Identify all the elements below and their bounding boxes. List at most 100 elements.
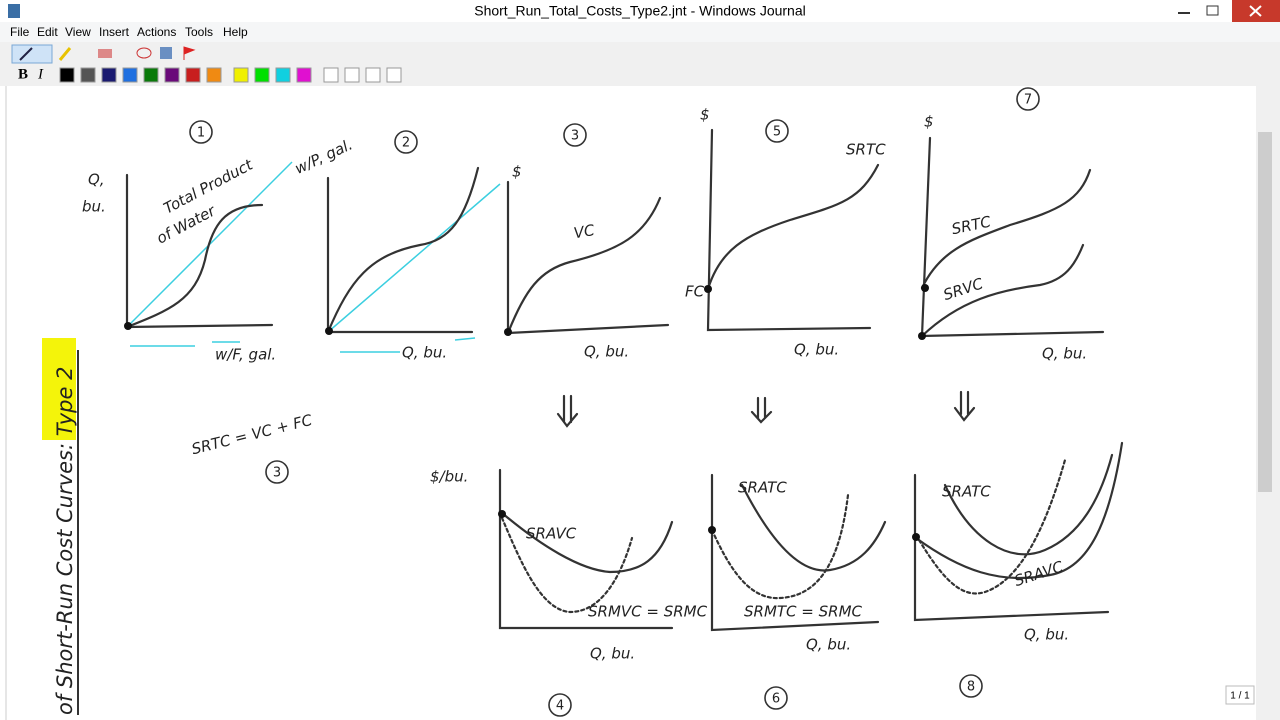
color-swatch[interactable] [206,67,222,83]
graph-label: Q, bu. [794,341,839,359]
side-title: of Short-Run Cost Curves: Type 2 [53,367,77,715]
graph-label: SRMTC = SRMC [744,603,863,621]
insert-space-tool[interactable] [160,47,172,59]
graph-number-circle [764,686,788,710]
graph-number-circle [394,130,418,154]
graph-label: SRTC [846,141,886,159]
menu-item[interactable]: Actions [137,25,176,39]
page-indicator: 1 / 1 [1230,691,1250,702]
graph-label: Q, bu. [1042,345,1087,363]
pen-tool[interactable] [11,44,53,64]
curve [706,163,880,291]
menu-item[interactable]: File [10,25,30,39]
title-bar [0,0,1280,22]
highlight [42,338,76,440]
graph-label: SRATC [942,483,991,501]
graph-label: VC [572,221,596,242]
graph-label: $ [924,113,934,131]
curve [914,458,1067,595]
arrows [556,390,976,428]
color-swatch[interactable] [323,67,339,83]
axes [913,473,1110,622]
curve [500,511,674,574]
menu-item[interactable]: Help [223,25,248,39]
menu-bar [0,22,1280,42]
equation-ref: 3 [273,466,281,481]
graph-label: $/bu. [430,468,468,486]
scroll-thumb[interactable] [1258,132,1272,492]
graph-number-circle [765,119,789,143]
graph-label: bu. [82,198,106,216]
graph-label: SRAVC [526,525,577,543]
curve [506,196,662,335]
highlighter-tool[interactable] [58,47,72,61]
color-swatch[interactable] [365,67,381,83]
graph-number-circle [1016,87,1040,111]
menu-item[interactable]: View [65,25,91,39]
color-swatch[interactable] [185,67,201,83]
color-swatch[interactable] [344,67,360,83]
axes [706,128,872,332]
restore-button[interactable] [1206,5,1219,16]
flag-tool[interactable] [183,46,196,60]
eraser-tool[interactable] [98,49,112,58]
curve [125,203,264,329]
graph-number: 6 [772,692,780,707]
graph-label: Q, bu. [1024,626,1069,644]
cyan-line [327,183,501,353]
graph-label: SRMVC = SRMC [588,603,708,621]
graph-number-circle [563,123,587,147]
graph-label: Q, [88,171,105,189]
axes [498,468,674,630]
graph-label: w/F, gal. [215,346,276,364]
menu-item[interactable]: Tools [185,25,213,39]
graph-number: 7 [1024,93,1032,108]
color-swatch[interactable] [101,67,117,83]
color-swatch[interactable] [80,67,96,83]
app-icon [8,4,20,18]
window-title: Short_Run_Total_Costs_Type2.jnt - Window… [474,3,806,19]
color-swatch[interactable] [59,67,75,83]
graph-label: Q, bu. [584,343,629,361]
menu-item[interactable]: Insert [99,25,130,39]
curve [710,493,850,600]
graph-number-circle [189,120,213,144]
close-icon [1249,5,1262,17]
curve [500,516,634,614]
menu-item[interactable]: Edit [37,25,58,39]
color-swatch[interactable] [254,67,270,83]
graph-label: Q, bu. [402,344,447,362]
graph-label: SRATC [738,479,787,497]
ref-circle [265,460,289,484]
lasso-tool[interactable] [136,47,152,59]
graph-label: FC [685,283,705,301]
graph-number-circle [548,693,572,717]
curve [920,168,1092,290]
curve [914,441,1124,580]
dots [124,284,929,541]
color-swatch[interactable] [296,67,312,83]
color-swatch[interactable] [143,67,159,83]
color-swatch[interactable] [275,67,291,83]
graph-number: 2 [402,136,410,151]
color-swatch[interactable] [164,67,180,83]
graph-label: $ [512,163,522,181]
color-swatch[interactable] [122,67,138,83]
graph-label: Q, bu. [806,636,851,654]
curve [326,166,480,334]
pen-icon [19,47,33,61]
italic-button[interactable]: I [37,66,44,82]
bold-button[interactable]: B [18,66,28,82]
graph-label: $ [700,106,710,124]
curve [920,243,1085,338]
color-swatch[interactable] [233,67,249,83]
graph-number: 4 [556,699,564,714]
graph-label: Q, bu. [590,645,635,663]
graph-number: 3 [571,129,579,144]
curve [943,453,1114,556]
page-indicator-box [1225,685,1255,705]
graph-number: 8 [967,680,975,695]
color-swatch[interactable] [386,67,402,83]
